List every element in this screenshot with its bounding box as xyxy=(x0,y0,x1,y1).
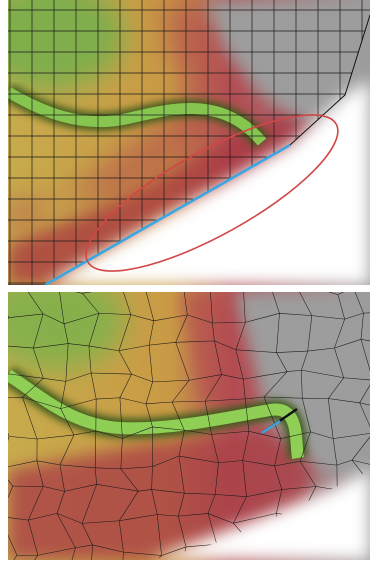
page: (() => { const svg = document.getElement… xyxy=(0,0,378,562)
figure xyxy=(0,0,378,562)
top-panel xyxy=(0,0,370,299)
bottom-panel xyxy=(0,270,378,562)
